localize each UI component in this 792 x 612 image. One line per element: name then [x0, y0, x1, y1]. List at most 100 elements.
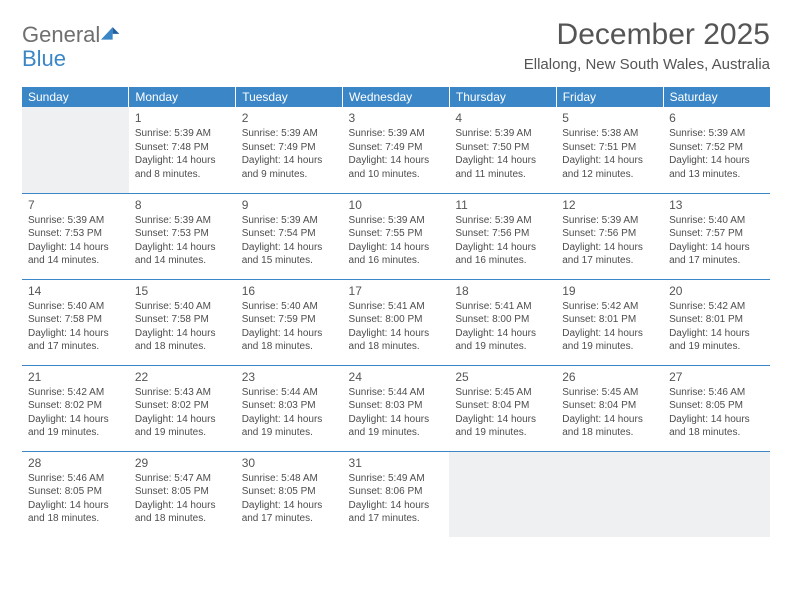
daylight-text-2: and 18 minutes.	[135, 340, 230, 354]
sunrise-text: Sunrise: 5:40 AM	[669, 214, 764, 228]
daylight-text-1: Daylight: 14 hours	[562, 154, 657, 168]
daylight-text-2: and 19 minutes.	[669, 340, 764, 354]
brand-part1: General	[22, 24, 100, 46]
day-number: 2	[242, 110, 337, 126]
day-number: 29	[135, 455, 230, 471]
calendar-day-cell: 25Sunrise: 5:45 AMSunset: 8:04 PMDayligh…	[449, 365, 556, 451]
day-number: 3	[349, 110, 444, 126]
daylight-text-2: and 17 minutes.	[28, 340, 123, 354]
day-number: 8	[135, 197, 230, 213]
daylight-text-1: Daylight: 14 hours	[455, 413, 550, 427]
weekday-header: Thursday	[449, 87, 556, 107]
day-number: 14	[28, 283, 123, 299]
daylight-text-1: Daylight: 14 hours	[669, 327, 764, 341]
sunrise-text: Sunrise: 5:39 AM	[349, 214, 444, 228]
sunrise-text: Sunrise: 5:45 AM	[562, 386, 657, 400]
daylight-text-1: Daylight: 14 hours	[562, 241, 657, 255]
daylight-text-1: Daylight: 14 hours	[455, 241, 550, 255]
sunset-text: Sunset: 7:52 PM	[669, 141, 764, 155]
daylight-text-2: and 17 minutes.	[669, 254, 764, 268]
daylight-text-1: Daylight: 14 hours	[242, 241, 337, 255]
day-number: 30	[242, 455, 337, 471]
day-number: 9	[242, 197, 337, 213]
daylight-text-1: Daylight: 14 hours	[135, 413, 230, 427]
daylight-text-2: and 17 minutes.	[242, 512, 337, 526]
daylight-text-1: Daylight: 14 hours	[669, 154, 764, 168]
calendar-page: GeneralBlue December 2025 Ellalong, New …	[0, 0, 792, 547]
daylight-text-1: Daylight: 14 hours	[349, 241, 444, 255]
sunset-text: Sunset: 8:00 PM	[455, 313, 550, 327]
daylight-text-2: and 11 minutes.	[455, 168, 550, 182]
daylight-text-1: Daylight: 14 hours	[349, 413, 444, 427]
daylight-text-1: Daylight: 14 hours	[28, 499, 123, 513]
calendar-day-cell: 31Sunrise: 5:49 AMSunset: 8:06 PMDayligh…	[343, 451, 450, 537]
calendar-empty-cell	[449, 451, 556, 537]
daylight-text-1: Daylight: 14 hours	[349, 327, 444, 341]
sunset-text: Sunset: 8:03 PM	[349, 399, 444, 413]
sunrise-text: Sunrise: 5:46 AM	[28, 472, 123, 486]
day-number: 12	[562, 197, 657, 213]
day-number: 22	[135, 369, 230, 385]
calendar-day-cell: 3Sunrise: 5:39 AMSunset: 7:49 PMDaylight…	[343, 107, 450, 193]
calendar-day-cell: 21Sunrise: 5:42 AMSunset: 8:02 PMDayligh…	[22, 365, 129, 451]
calendar-day-cell: 28Sunrise: 5:46 AMSunset: 8:05 PMDayligh…	[22, 451, 129, 537]
sunset-text: Sunset: 7:58 PM	[135, 313, 230, 327]
day-number: 13	[669, 197, 764, 213]
daylight-text-2: and 18 minutes.	[349, 340, 444, 354]
calendar-week-row: 21Sunrise: 5:42 AMSunset: 8:02 PMDayligh…	[22, 365, 770, 451]
weekday-header: Saturday	[663, 87, 770, 107]
calendar-day-cell: 23Sunrise: 5:44 AMSunset: 8:03 PMDayligh…	[236, 365, 343, 451]
day-number: 19	[562, 283, 657, 299]
calendar-day-cell: 26Sunrise: 5:45 AMSunset: 8:04 PMDayligh…	[556, 365, 663, 451]
calendar-day-cell: 13Sunrise: 5:40 AMSunset: 7:57 PMDayligh…	[663, 193, 770, 279]
daylight-text-2: and 9 minutes.	[242, 168, 337, 182]
sunset-text: Sunset: 7:49 PM	[349, 141, 444, 155]
calendar-day-cell: 29Sunrise: 5:47 AMSunset: 8:05 PMDayligh…	[129, 451, 236, 537]
weekday-header: Wednesday	[343, 87, 450, 107]
sunset-text: Sunset: 8:06 PM	[349, 485, 444, 499]
sunset-text: Sunset: 8:01 PM	[669, 313, 764, 327]
sunrise-text: Sunrise: 5:49 AM	[349, 472, 444, 486]
calendar-head: SundayMondayTuesdayWednesdayThursdayFrid…	[22, 87, 770, 107]
sunset-text: Sunset: 8:02 PM	[135, 399, 230, 413]
calendar-week-row: 1Sunrise: 5:39 AMSunset: 7:48 PMDaylight…	[22, 107, 770, 193]
calendar-day-cell: 9Sunrise: 5:39 AMSunset: 7:54 PMDaylight…	[236, 193, 343, 279]
calendar-day-cell: 20Sunrise: 5:42 AMSunset: 8:01 PMDayligh…	[663, 279, 770, 365]
sunrise-text: Sunrise: 5:47 AM	[135, 472, 230, 486]
sunset-text: Sunset: 8:02 PM	[28, 399, 123, 413]
daylight-text-2: and 10 minutes.	[349, 168, 444, 182]
calendar-table: SundayMondayTuesdayWednesdayThursdayFrid…	[22, 87, 770, 537]
daylight-text-2: and 19 minutes.	[135, 426, 230, 440]
sunset-text: Sunset: 7:56 PM	[562, 227, 657, 241]
sunrise-text: Sunrise: 5:39 AM	[28, 214, 123, 228]
sunrise-text: Sunrise: 5:39 AM	[669, 127, 764, 141]
sunset-text: Sunset: 8:05 PM	[242, 485, 337, 499]
day-number: 4	[455, 110, 550, 126]
daylight-text-2: and 19 minutes.	[455, 340, 550, 354]
daylight-text-1: Daylight: 14 hours	[242, 327, 337, 341]
daylight-text-1: Daylight: 14 hours	[135, 154, 230, 168]
sunset-text: Sunset: 7:50 PM	[455, 141, 550, 155]
calendar-day-cell: 8Sunrise: 5:39 AMSunset: 7:53 PMDaylight…	[129, 193, 236, 279]
calendar-day-cell: 10Sunrise: 5:39 AMSunset: 7:55 PMDayligh…	[343, 193, 450, 279]
sunrise-text: Sunrise: 5:41 AM	[349, 300, 444, 314]
calendar-week-row: 7Sunrise: 5:39 AMSunset: 7:53 PMDaylight…	[22, 193, 770, 279]
daylight-text-2: and 14 minutes.	[135, 254, 230, 268]
calendar-day-cell: 24Sunrise: 5:44 AMSunset: 8:03 PMDayligh…	[343, 365, 450, 451]
sunrise-text: Sunrise: 5:42 AM	[28, 386, 123, 400]
sunrise-text: Sunrise: 5:39 AM	[349, 127, 444, 141]
daylight-text-2: and 19 minutes.	[455, 426, 550, 440]
daylight-text-2: and 14 minutes.	[28, 254, 123, 268]
daylight-text-2: and 18 minutes.	[669, 426, 764, 440]
location-label: Ellalong, New South Wales, Australia	[524, 56, 770, 73]
day-number: 25	[455, 369, 550, 385]
sunrise-text: Sunrise: 5:39 AM	[562, 214, 657, 228]
daylight-text-2: and 12 minutes.	[562, 168, 657, 182]
day-number: 26	[562, 369, 657, 385]
calendar-empty-cell	[556, 451, 663, 537]
daylight-text-2: and 16 minutes.	[455, 254, 550, 268]
sunrise-text: Sunrise: 5:46 AM	[669, 386, 764, 400]
calendar-day-cell: 4Sunrise: 5:39 AMSunset: 7:50 PMDaylight…	[449, 107, 556, 193]
day-number: 11	[455, 197, 550, 213]
calendar-day-cell: 16Sunrise: 5:40 AMSunset: 7:59 PMDayligh…	[236, 279, 343, 365]
